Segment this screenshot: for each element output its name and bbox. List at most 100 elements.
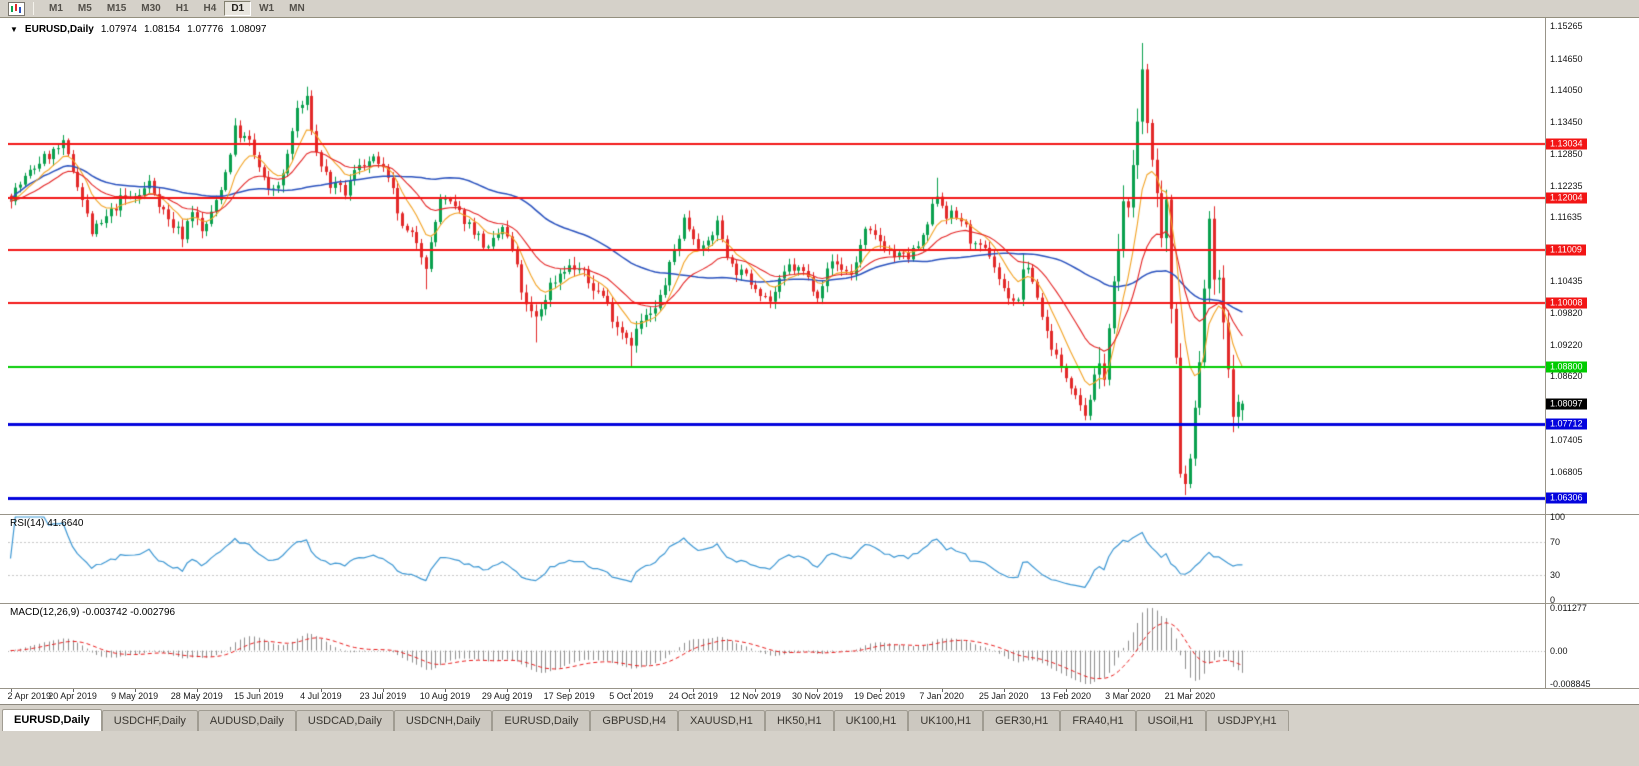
timeframe-button-M15[interactable]: M15 xyxy=(106,3,127,14)
timeframe-button-W1[interactable]: W1 xyxy=(259,3,275,14)
date-label: 24 Oct 2019 xyxy=(668,691,718,701)
macd-axis-label: 0.00 xyxy=(1550,645,1568,656)
chart-tab-6[interactable]: GBPUSD,H4 xyxy=(590,710,678,731)
chart-tabs-bar: EURUSD,Daily USDCHF,Daily AUDUSD,Daily USDC… xyxy=(0,709,1639,731)
chart-tab-5[interactable]: EURUSD,Daily xyxy=(492,710,591,731)
ohlc-close: 1.08097 xyxy=(230,24,267,35)
date-tick xyxy=(1127,689,1129,692)
level-price-badge: 1.06306 xyxy=(1546,492,1587,504)
chart-tab-13[interactable]: USOil,H1 xyxy=(1135,710,1206,731)
date-label: 29 Aug 2019 xyxy=(481,691,533,701)
date-tick xyxy=(72,689,74,692)
rsi-canvas[interactable] xyxy=(8,515,1545,602)
rsi-axis-label: 100 xyxy=(1550,512,1566,522)
date-label: 5 Oct 2019 xyxy=(609,691,654,701)
date-tick xyxy=(631,689,633,692)
chart-tab-2[interactable]: AUDUSD,Daily xyxy=(197,710,296,731)
date-label: 21 Mar 2020 xyxy=(1164,691,1216,701)
price-axis-label: 1.12850 xyxy=(1550,148,1583,159)
timeframe-button-D1[interactable]: D1 xyxy=(224,1,252,16)
date-tick xyxy=(196,689,198,692)
price-axis-label: 1.14650 xyxy=(1550,53,1583,64)
date-label: 13 Feb 2020 xyxy=(1040,691,1092,701)
chart-tab-3[interactable]: USDCAD,Daily xyxy=(295,710,394,731)
price-axis-separator xyxy=(1545,18,1546,688)
chart-tab-14[interactable]: USDJPY,H1 xyxy=(1205,710,1289,731)
level-price-badge: 1.08800 xyxy=(1546,361,1587,373)
price-axis-label: 1.07405 xyxy=(1550,435,1583,446)
date-tick xyxy=(879,689,881,692)
date-tick xyxy=(320,689,322,692)
rsi-indicator-label: RSI(14) 41.6640 xyxy=(10,518,84,529)
date-label: 3 Mar 2020 xyxy=(1105,691,1151,701)
price-axis-label: 1.08620 xyxy=(1550,371,1583,382)
chart-tab-12[interactable]: FRA40,H1 xyxy=(1060,710,1136,731)
date-tick xyxy=(10,689,12,692)
macd-canvas[interactable] xyxy=(8,604,1545,687)
date-tick xyxy=(382,689,384,692)
chart-tab-0[interactable]: EURUSD,Daily xyxy=(2,709,102,731)
level-price-badge: 1.11009 xyxy=(1546,244,1586,256)
date-tick xyxy=(445,689,447,692)
date-label: 17 Sep 2019 xyxy=(543,691,595,701)
date-label: 25 Jan 2020 xyxy=(978,691,1029,701)
rsi-axis-label: 70 xyxy=(1550,536,1561,547)
toolbar-separator xyxy=(33,2,34,15)
chart-window[interactable]: ▼ EURUSD,Daily 1.07974 1.08154 1.07776 1… xyxy=(0,18,1639,705)
price-chart-canvas[interactable] xyxy=(8,19,1545,514)
date-label: 2 Apr 2019 xyxy=(7,691,52,701)
rsi-axis-label: 30 xyxy=(1550,570,1561,581)
price-axis-label: 1.10435 xyxy=(1550,275,1583,286)
date-label: 7 Jan 2020 xyxy=(919,691,964,701)
level-price-badge: 1.12004 xyxy=(1546,192,1587,204)
price-axis-label: 1.06805 xyxy=(1550,466,1583,477)
timeframe-button-H1[interactable]: H1 xyxy=(175,3,189,14)
date-label: 30 Nov 2019 xyxy=(791,691,843,701)
date-label: 10 Aug 2019 xyxy=(419,691,471,701)
price-axis-label: 1.09820 xyxy=(1550,307,1583,318)
date-label: 15 Jun 2019 xyxy=(234,691,284,701)
level-price-badge: 1.07712 xyxy=(1546,418,1587,430)
date-tick xyxy=(817,689,819,692)
macd-indicator-label: MACD(12,26,9) -0.003742 -0.002796 xyxy=(10,607,176,618)
pane-separator-rsi[interactable] xyxy=(0,514,1639,515)
time-axis-separator xyxy=(0,688,1639,689)
date-label: 28 May 2019 xyxy=(170,691,223,701)
chart-tab-1[interactable]: USDCHF,Daily xyxy=(101,710,198,731)
price-axis-label: 1.14050 xyxy=(1550,85,1583,96)
one-click-trading-arrow[interactable]: ▼ xyxy=(10,24,18,34)
level-price-badge: 1.10008 xyxy=(1546,297,1587,309)
timeframe-button-H4[interactable]: H4 xyxy=(203,3,217,14)
level-price-badge: 1.13034 xyxy=(1546,138,1587,150)
chart-tab-9[interactable]: UK100,H1 xyxy=(833,710,909,731)
chart-tab-11[interactable]: GER30,H1 xyxy=(983,710,1061,731)
date-tick xyxy=(569,689,571,692)
pane-separator-macd[interactable] xyxy=(0,603,1639,604)
date-label: 12 Nov 2019 xyxy=(729,691,781,701)
date-label: 23 Jul 2019 xyxy=(359,691,407,701)
timeframe-button-MN[interactable]: MN xyxy=(289,3,305,14)
chart-tab-7[interactable]: XAUUSD,H1 xyxy=(677,710,765,731)
date-tick xyxy=(693,689,695,692)
chart-tab-4[interactable]: USDCNH,Daily xyxy=(393,710,493,731)
date-label: 9 May 2019 xyxy=(111,691,159,701)
chart-tab-10[interactable]: UK100,H1 xyxy=(908,710,984,731)
date-label: 19 Dec 2019 xyxy=(854,691,906,701)
ohlc-info: ▼ EURUSD,Daily 1.07974 1.08154 1.07776 1… xyxy=(10,24,266,35)
date-tick xyxy=(507,689,509,692)
timeframe-button-M1[interactable]: M1 xyxy=(49,3,63,14)
price-axis-label: 1.09220 xyxy=(1550,339,1583,350)
date-tick xyxy=(1003,689,1005,692)
date-tick xyxy=(1065,689,1067,692)
price-axis-label: 1.11635 xyxy=(1550,212,1582,223)
chart-icon[interactable] xyxy=(8,1,25,16)
chart-tab-8[interactable]: HK50,H1 xyxy=(764,710,834,731)
timeframe-button-M5[interactable]: M5 xyxy=(77,3,92,14)
ohlc-open: 1.07974 xyxy=(100,24,137,35)
date-tick xyxy=(1189,689,1191,692)
date-tick xyxy=(755,689,757,692)
date-label: 20 Apr 2019 xyxy=(48,691,97,701)
date-tick xyxy=(941,689,943,692)
timeframe-button-M30[interactable]: M30 xyxy=(141,3,161,14)
date-tick xyxy=(134,689,136,692)
